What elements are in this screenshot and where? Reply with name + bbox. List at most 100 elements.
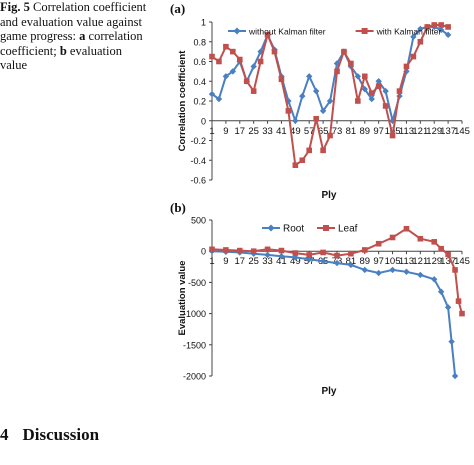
data-point (403, 268, 410, 275)
x-tick-label: 73 (332, 126, 343, 137)
x-tick-label: 81 (346, 256, 357, 267)
x-axis-title: Ply (321, 386, 336, 397)
y-tick-label: -500 (188, 278, 206, 288)
data-point (319, 107, 327, 115)
data-point (403, 63, 410, 70)
caption-a-text: correlation (88, 29, 143, 43)
x-tick-label: 81 (346, 126, 357, 137)
caption-fig-label: Fig. 5 (0, 0, 30, 14)
data-point (236, 56, 243, 63)
legend-label: Leaf (338, 224, 358, 235)
data-point (243, 78, 250, 85)
data-point (354, 73, 362, 80)
caption-text-4: coefficient; (0, 43, 57, 58)
x-tick-label: 97 (373, 256, 384, 267)
section-title: Discussion (22, 425, 100, 444)
x-tick-label: 41 (276, 126, 287, 137)
caption-text-2: and evaluation value against (0, 14, 142, 29)
x-tick-label: 9 (223, 256, 228, 267)
x-tick-label: 137 (440, 256, 456, 267)
caption-b-text: evaluation value (0, 43, 122, 73)
y-tick-label: 0 (201, 247, 206, 257)
x-tick-label: 57 (304, 126, 315, 137)
series-line-leaf (211, 227, 463, 314)
data-point (229, 68, 237, 75)
y-tick-label: 0 (201, 116, 206, 126)
legend-label: Root (283, 224, 304, 235)
data-point (382, 103, 389, 109)
data-point (445, 24, 451, 30)
data-point (313, 115, 319, 122)
x-tick-label: 9 (223, 126, 228, 137)
data-point (250, 88, 257, 94)
data-point (306, 252, 313, 258)
data-point (222, 73, 230, 80)
y-tick-label: 0.8 (193, 37, 206, 47)
data-point (382, 87, 389, 95)
y-axis-title: Evaluation value (177, 261, 188, 336)
data-point (264, 246, 271, 253)
data-point (375, 240, 382, 247)
y-tick-label: 0.4 (193, 77, 206, 87)
legend-marker (361, 28, 368, 34)
data-point (437, 288, 445, 295)
data-point (410, 53, 417, 60)
x-tick-label: 33 (262, 126, 273, 137)
data-point (257, 58, 264, 65)
x-tick-label: 17 (234, 256, 245, 267)
data-point (264, 251, 271, 259)
data-point (236, 247, 243, 254)
x-tick-label: 25 (248, 126, 259, 137)
data-point (271, 48, 278, 55)
data-point (431, 276, 438, 283)
x-tick-label: 129 (426, 256, 442, 267)
data-point (216, 58, 222, 65)
x-axis-title: Ply (321, 190, 336, 201)
data-point (208, 90, 216, 98)
data-point (299, 157, 306, 164)
data-point (375, 78, 382, 85)
legend-label: with Kalman filter (376, 27, 442, 37)
y-tick-label: 0.2 (193, 97, 206, 107)
data-point (438, 22, 444, 28)
section-heading: 4 Discussion (0, 425, 99, 445)
y-tick-label: 1 (201, 18, 206, 28)
data-point (389, 132, 396, 139)
x-tick-label: 113 (399, 256, 414, 267)
data-point (278, 247, 285, 254)
data-point (396, 88, 403, 94)
x-tick-label: 41 (276, 256, 287, 267)
data-point (431, 22, 438, 28)
data-point (459, 310, 465, 317)
x-tick-label: 25 (248, 256, 259, 267)
legend-marker (323, 225, 329, 231)
y-tick-label: -1000 (183, 309, 206, 319)
data-point (292, 162, 299, 168)
data-point (348, 250, 354, 257)
data-point (368, 90, 375, 96)
y-tick-label: -0.2 (190, 136, 206, 146)
x-tick-label: 129 (426, 126, 442, 137)
data-point (451, 372, 459, 380)
y-tick-label: -2000 (183, 372, 206, 382)
figure-caption: Fig. 5 Correlation coefficient and evalu… (0, 0, 150, 73)
data-point (389, 234, 396, 241)
data-point (223, 43, 229, 50)
x-tick-label: 33 (262, 256, 273, 267)
x-tick-label: 49 (290, 126, 301, 137)
x-tick-label: 121 (412, 256, 428, 267)
data-point (347, 261, 355, 269)
data-point (250, 248, 257, 254)
x-tick-label: 113 (399, 126, 414, 137)
data-point (361, 247, 368, 253)
data-point (431, 239, 438, 245)
x-tick-label: 145 (454, 256, 470, 267)
x-tick-label: 105 (385, 256, 401, 267)
x-tick-label: 137 (440, 126, 456, 137)
data-point (334, 252, 340, 259)
data-point (250, 63, 257, 70)
caption-text-3: game progress: (0, 29, 77, 43)
y-tick-label: 500 (191, 216, 206, 226)
data-point (444, 31, 452, 39)
